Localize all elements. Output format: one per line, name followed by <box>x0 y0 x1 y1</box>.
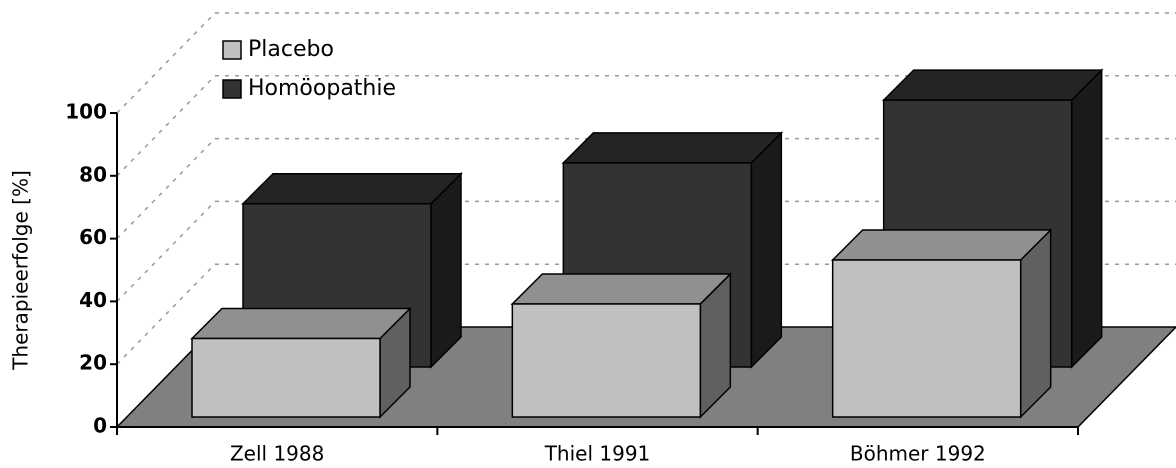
x-tick-label: Thiel 1991 <box>544 442 651 466</box>
bar-top <box>510 273 733 305</box>
legend-label: Homöopathie <box>248 76 396 101</box>
y-tick-label: 0 <box>93 414 107 438</box>
bar-top <box>561 132 784 164</box>
bar-top <box>881 69 1104 101</box>
y-tick-label: 40 <box>79 288 107 312</box>
y-tick-label: 20 <box>79 351 107 375</box>
grid-line <box>116 137 1176 240</box>
legend-swatch <box>222 79 242 99</box>
grid-line <box>116 200 1176 302</box>
x-tick-label: Zell 1988 <box>230 442 324 466</box>
y-tick-label: 100 <box>65 100 107 124</box>
grid-line <box>116 75 1176 177</box>
y-axis-title: Therapieerfolge [%] <box>9 170 33 371</box>
legend-swatch <box>222 40 242 60</box>
x-tick-label: Böhmer 1992 <box>850 442 986 466</box>
bar-top <box>190 307 412 340</box>
y-tick-label: 60 <box>79 225 107 249</box>
bar-top <box>830 229 1053 261</box>
legend-label: Placebo <box>248 37 334 62</box>
bar-side <box>1019 228 1052 419</box>
bar <box>191 337 381 418</box>
bar-top <box>241 172 463 205</box>
bar-side <box>430 171 462 369</box>
bar-side <box>750 131 783 369</box>
grid-line <box>116 12 1176 114</box>
bar <box>511 303 702 418</box>
bar <box>831 259 1022 418</box>
bar-side <box>1070 68 1103 369</box>
y-tick-label: 80 <box>79 162 107 186</box>
